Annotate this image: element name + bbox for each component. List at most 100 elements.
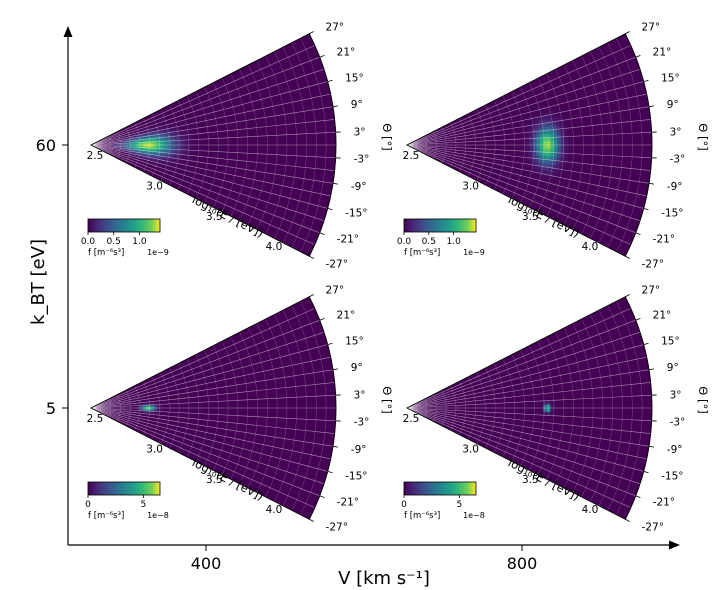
heatmap-cell (318, 144, 323, 152)
heatmap-cell (233, 129, 238, 134)
heatmap-cell (279, 134, 284, 141)
heatmap-cell (518, 141, 523, 146)
heatmap-cell (237, 152, 242, 158)
heatmap-cell (536, 137, 541, 142)
heatmap-cell (198, 150, 204, 155)
heatmap-cell (525, 147, 530, 152)
heatmap-cell (549, 129, 554, 134)
heatmap-cell (307, 144, 312, 151)
heatmap-cell (237, 136, 242, 142)
heatmap-cell (199, 141, 204, 146)
heatmap-cell (209, 141, 214, 146)
heatmap-cell (257, 157, 263, 164)
heatmap-cell (279, 129, 284, 136)
heatmap-cell (290, 144, 295, 151)
heatmap-cell (304, 139, 309, 146)
heatmap-cell (272, 144, 277, 151)
heatmap-cell (250, 157, 256, 163)
heatmap-cell (230, 141, 235, 146)
heatmap-cell (546, 137, 551, 142)
heatmap-cell (567, 136, 572, 141)
heatmap-cell (241, 136, 246, 142)
heatmap-cell (205, 150, 211, 155)
heatmap-cell (258, 153, 263, 159)
heatmap-cell (577, 126, 582, 132)
heatmap-cell (279, 144, 284, 151)
heatmap-cell (595, 139, 600, 146)
heatmap-cell (268, 154, 273, 160)
x-axis-title: V [km s⁻¹] (338, 568, 430, 589)
heatmap-cell (251, 131, 256, 137)
colorbar-gradient (87, 218, 161, 233)
heatmap-cell (206, 138, 211, 143)
heatmap-cell (627, 138, 632, 146)
heatmap-cell (626, 156, 631, 163)
heatmap-cell (219, 134, 225, 139)
heatmap-cell (332, 144, 337, 152)
heatmap-cell (627, 144, 632, 152)
heatmap-cell (261, 126, 266, 132)
heatmap-cell (262, 149, 267, 155)
heatmap-cell (514, 150, 520, 155)
heatmap-cell (545, 126, 550, 131)
angle-tick-label: -3° (354, 154, 370, 166)
heatmap-cell (262, 144, 267, 150)
radial-tick-label: 4.0 (266, 241, 283, 253)
heatmap-cell (587, 159, 593, 165)
heatmap-cell (549, 159, 554, 165)
heatmap-cell (578, 144, 583, 150)
heatmap-cell (546, 148, 551, 153)
heatmap-cell (595, 144, 600, 151)
heatmap-cell (251, 140, 256, 146)
heatmap-cell (216, 134, 221, 139)
angle-tick-label: -27° (326, 258, 348, 270)
heatmap-cell (532, 148, 537, 152)
heatmap-cell (314, 144, 319, 152)
heatmap-cell (564, 144, 569, 150)
heatmap-cell (571, 135, 576, 141)
y-tick-label-60: 60 (36, 136, 56, 155)
heatmap-cell (574, 135, 579, 141)
heatmap-cell (181, 144, 186, 148)
heatmap-cell (230, 144, 235, 149)
heatmap-cell (613, 139, 618, 146)
heatmap-cell (566, 127, 572, 133)
heatmap-cell (522, 144, 527, 149)
heatmap-cell (317, 126, 322, 134)
heatmap-cell (616, 144, 621, 151)
heatmap-cell (209, 138, 214, 143)
x-tick-label-800: 800 (507, 554, 538, 573)
heatmap-cell (623, 156, 628, 163)
heatmap-cell (202, 135, 207, 140)
heatmap-cell (261, 158, 266, 164)
angle-axis-label: Θ [°] (380, 123, 394, 150)
heatmap-cell (234, 137, 239, 142)
heatmap-cell (283, 139, 288, 146)
heatmap-cell (269, 135, 274, 141)
heatmap-cell (626, 133, 632, 140)
heatmap-cell (556, 152, 562, 158)
heatmap-cell (584, 125, 589, 132)
heatmap-cell (613, 133, 618, 140)
y-tick-label-5: 5 (46, 399, 56, 418)
heatmap-cell (223, 137, 228, 142)
heatmap-cell (255, 140, 260, 146)
heatmap-cell (553, 140, 558, 146)
heatmap-cell (480, 142, 485, 146)
heatmap-cell (595, 154, 600, 161)
heatmap-cell (233, 133, 239, 138)
heatmap-cell (247, 127, 252, 133)
heatmap-cell (283, 144, 288, 151)
heatmap-cell (573, 157, 579, 164)
heatmap-cell (571, 144, 576, 150)
heatmap-cell (585, 140, 590, 146)
heatmap-cell (255, 149, 260, 155)
heatmap-cell (261, 153, 266, 159)
panels-group: 27°21°15°9°3°-3°-9°-15°-21°-27°Θ [°]2.53… (81, 22, 710, 534)
heatmap-cell (223, 151, 228, 156)
heatmap-cell (265, 140, 270, 146)
heatmap-cell (535, 134, 541, 139)
heatmap-cell (258, 140, 263, 146)
heatmap-cell (307, 139, 312, 146)
heatmap-cell (515, 144, 520, 149)
